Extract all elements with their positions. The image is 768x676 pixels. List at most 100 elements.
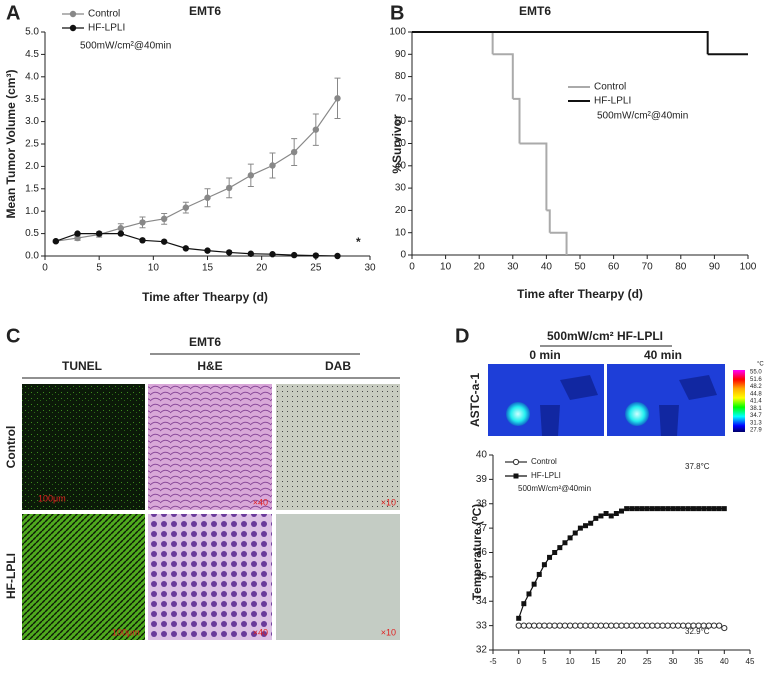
series-line: [55, 97, 338, 242]
y-tick-label: 37: [476, 523, 488, 534]
marker: [582, 622, 589, 629]
x-tick-label: 15: [591, 657, 600, 666]
y-tick-label: 3.5: [25, 94, 39, 105]
marker: [74, 230, 81, 237]
y-tick-label: 50: [395, 138, 407, 149]
chart-title: EMT6: [519, 4, 551, 18]
x-tick-label: 80: [675, 262, 687, 273]
marker: [269, 251, 276, 258]
marker: [160, 238, 168, 245]
marker: [583, 523, 589, 529]
y-tick-label: 20: [395, 205, 407, 216]
legend-marker: [513, 473, 519, 479]
marker: [541, 562, 547, 568]
x-tick-label: 10: [566, 657, 575, 666]
marker: [649, 622, 656, 629]
marker: [117, 230, 125, 237]
marker: [665, 506, 671, 512]
marker: [721, 624, 728, 632]
shadow: [540, 375, 598, 436]
marker: [95, 230, 103, 237]
x-tick-label: 5: [96, 263, 102, 274]
marker: [269, 162, 276, 169]
x-tick-label: 10: [440, 262, 452, 273]
x-tick-label: 0: [516, 657, 521, 666]
micrograph: [148, 514, 272, 640]
colorbar-unit: °C: [757, 362, 764, 368]
micrograph: [22, 384, 145, 510]
marker: [541, 622, 548, 629]
x-tick-label: 50: [574, 262, 586, 273]
y-tick-label: 36: [476, 547, 488, 558]
marker: [710, 622, 718, 629]
x-tick-label: 10: [148, 263, 160, 274]
annotation: 32.9°C: [685, 627, 710, 636]
y-tick-label: 0.0: [25, 251, 39, 262]
y-tick-label: 10: [395, 227, 407, 238]
legend-label: HF-LPLI: [531, 471, 561, 480]
marker: [577, 525, 583, 531]
marker: [649, 506, 655, 512]
survival-step: [412, 31, 709, 55]
panel-label: C: [6, 325, 20, 347]
colorbar-label: 31.3: [750, 420, 762, 426]
marker: [521, 601, 527, 607]
marker: [701, 506, 707, 512]
marker: [588, 520, 594, 526]
y-tick-label: 38: [476, 498, 488, 509]
x-tick-label: 90: [709, 262, 721, 273]
marker: [334, 95, 341, 102]
marker: [572, 530, 578, 536]
marker: [139, 237, 146, 244]
survival-step: [546, 209, 551, 233]
x-tick-label: 45: [746, 657, 755, 666]
marker: [547, 554, 553, 560]
scale-label: 100μm: [112, 627, 140, 637]
marker: [690, 506, 696, 512]
panel-label: A: [6, 2, 20, 24]
marker: [531, 622, 538, 629]
marker: [520, 622, 527, 629]
marker: [716, 622, 723, 629]
marker: [628, 622, 635, 629]
marker: [660, 506, 666, 512]
marker: [577, 622, 584, 629]
y-tick-label: 3.0: [25, 116, 39, 127]
x-tick-label: 70: [642, 262, 654, 273]
y-tick-label: 35: [476, 572, 488, 583]
survival-step: [492, 53, 514, 99]
marker: [654, 506, 660, 512]
marker: [659, 622, 666, 629]
marker: [639, 506, 645, 512]
marker: [721, 506, 727, 512]
marker: [613, 622, 620, 629]
marker: [602, 622, 610, 629]
y-tick-label: 70: [395, 94, 407, 105]
annotation: *: [356, 235, 361, 249]
legend-marker: [512, 458, 520, 466]
marker: [74, 234, 81, 242]
x-tick-label: 0: [42, 263, 48, 274]
survival-step: [512, 97, 521, 144]
marker: [526, 591, 532, 597]
y-tick-label: 0: [400, 250, 406, 261]
marker: [536, 622, 543, 629]
micrograph: [276, 384, 400, 510]
y-axis-label: Mean Tumor Volume (cm³): [4, 70, 18, 219]
marker: [182, 204, 190, 211]
marker: [608, 622, 615, 629]
x-tick-label: 20: [617, 657, 626, 666]
x-tick-label: 100: [740, 262, 757, 273]
marker: [634, 506, 640, 512]
x-tick-label: 20: [474, 262, 486, 273]
marker: [312, 126, 320, 133]
marker: [551, 622, 558, 629]
marker: [562, 540, 568, 546]
colorbar-label: 27.9: [750, 428, 762, 434]
column-header: TUNEL: [62, 359, 102, 373]
marker: [247, 250, 255, 257]
marker: [561, 622, 569, 629]
y-tick-label: 4.0: [25, 71, 39, 82]
survival-step: [519, 142, 548, 211]
